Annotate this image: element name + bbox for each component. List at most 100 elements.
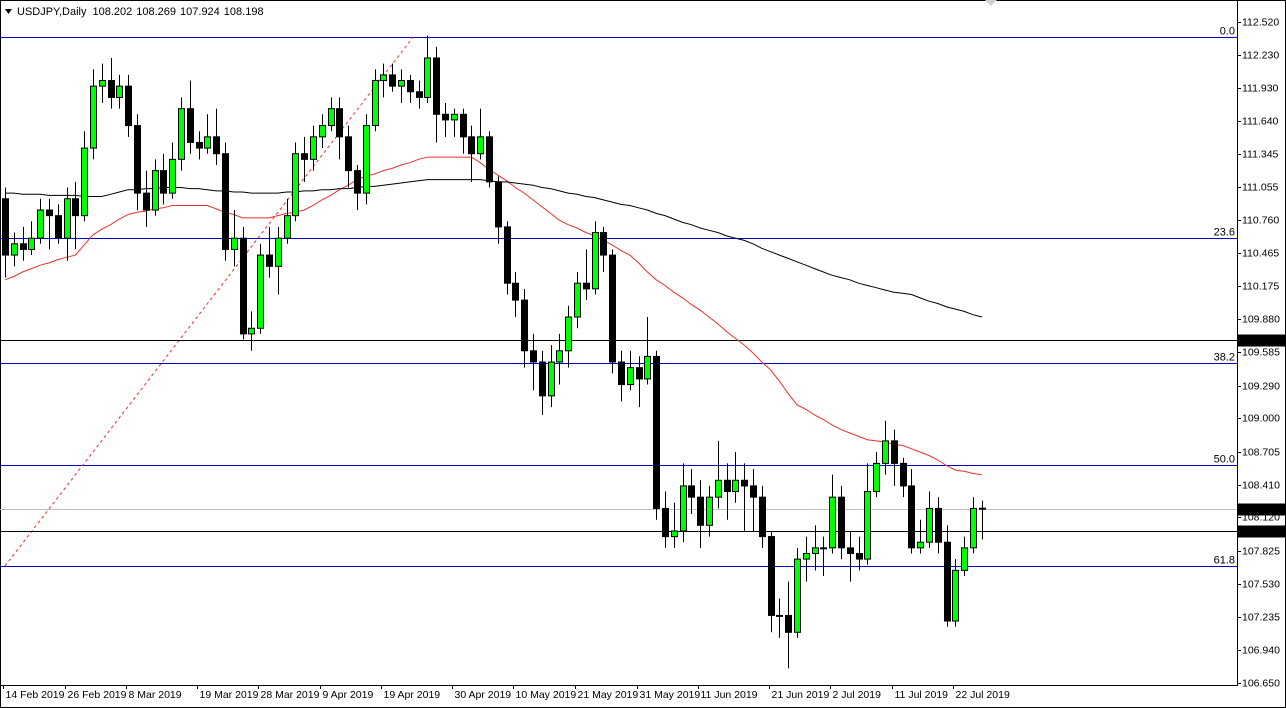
candle-body-bear [196,141,203,149]
x-tick-label: 11 Jul 2019 [895,689,949,701]
bid-label-box [1238,503,1285,516]
x-tick-label: 21 May 2019 [578,689,639,701]
candle-body-bear [55,215,62,239]
candle-body-bear [354,170,361,194]
y-tick-label: 109.000 [1242,412,1280,424]
candle-body-bear [134,125,141,194]
candle-body-bear [759,496,766,538]
candle-body-bear [697,496,704,526]
x-tick-label: 10 May 2019 [516,689,577,701]
candle-body-bear [741,479,748,487]
candle-body-bear [618,361,625,386]
candle-body-bull [812,547,819,554]
candle-body-bull [873,462,880,493]
candle-body-bear [72,198,79,217]
x-tick-label: 2 Jul 2019 [833,689,882,701]
candle-body-bull [310,136,317,160]
candle-body-bull [926,507,933,543]
price-line-label: 108.000 [1242,525,1280,537]
x-tick-label: 9 Apr 2019 [323,689,374,701]
chart-header: USDJPY,Daily 108.202 108.269 107.924 108.198 [17,6,264,18]
candle-body-bear [979,507,986,510]
candle-body-bear [768,536,775,616]
bid-label: 108.198 [1242,503,1280,515]
candle-body-bull [424,57,431,98]
candle-body-bear [891,440,898,464]
candle-body-bull [548,361,555,397]
fib-level-label: 23.6 [1214,226,1235,238]
candle-body-bull [204,136,211,149]
moving-average [5,179,982,318]
candle-body-bull [776,614,783,617]
candle-body-bull [116,85,123,98]
candle-body-bull [794,558,801,633]
open-value: 108.202 [93,6,133,18]
x-tick-label: 19 Mar 2019 [200,689,259,701]
candle-body-bear [125,85,132,127]
candle-body-bull [565,316,572,352]
candle-body-bear [336,108,343,138]
candle-body-bull [178,108,185,160]
candle-body-bull [864,491,871,560]
candle-body-bear [46,209,53,217]
candle-body-bear [512,282,519,301]
x-tick-label: 14 Feb 2019 [6,689,65,701]
candle-body-bull [372,80,379,127]
x-tick-label: 30 Apr 2019 [455,689,512,701]
candle-body-bear [935,507,942,543]
candle-body-bull [248,327,255,335]
candle-body-bear [504,226,511,284]
candle-body-bear [416,91,423,98]
candle-body-bear [636,367,643,380]
y-tick-label: 110.760 [1242,214,1279,226]
price-line-label-box [1238,525,1285,538]
fib-level-label: 0.0 [1220,25,1235,37]
candle-body-bull [803,552,810,560]
fib-level-label: 50.0 [1214,453,1235,465]
y-tick-label: 108.410 [1242,479,1280,491]
candle-body-bear [160,170,167,194]
candle-body-bull [592,232,599,290]
high-value: 108.269 [136,6,176,18]
y-tick-label: 107.825 [1242,545,1280,557]
candle-body-bull [398,80,405,87]
candle-body-bull [90,85,97,149]
candle-body-bear [908,485,915,549]
y-tick-label: 111.345 [1242,148,1279,160]
candle-body-bear [266,254,273,267]
x-tick-label: 21 Jun 2019 [772,689,830,701]
candle-body-bear [900,462,907,487]
candle-body-bull [380,74,387,82]
y-tick-label: 107.235 [1242,611,1280,623]
close-value: 108.198 [224,6,264,18]
candle-body-bear [583,282,590,290]
candle-body-bear [407,80,414,93]
candle-body-bull [671,530,678,538]
candle-body-bull [11,243,18,256]
candle-body-bear [433,57,440,115]
candle-body-bear [468,136,475,155]
candle-body-bull [556,350,563,363]
candle-body-bull [961,547,968,571]
candle-body-bull [292,153,299,217]
y-tick-label: 110.465 [1242,247,1279,259]
candle-body-bull [917,541,924,549]
shift-marker [985,0,997,6]
candle-body-bull [680,485,687,532]
candle-body-bear [187,108,194,143]
y-tick-label: 106.940 [1242,644,1280,656]
candle-body-bull [732,479,739,493]
candle-body-bull [328,108,335,127]
candle-body-bear [539,361,546,397]
candle-body-bear [688,485,695,498]
y-tick-label: 112.520 [1242,16,1279,28]
candle-body-bear [856,552,863,560]
candle-body-bull [28,237,35,250]
candle-body-bear [530,350,537,363]
candle-body-bear [442,113,449,121]
candle-body-bear [301,153,308,160]
candle-body-bear [108,80,115,98]
candle-body-bull [37,209,44,239]
candle-body-bear [838,496,845,549]
